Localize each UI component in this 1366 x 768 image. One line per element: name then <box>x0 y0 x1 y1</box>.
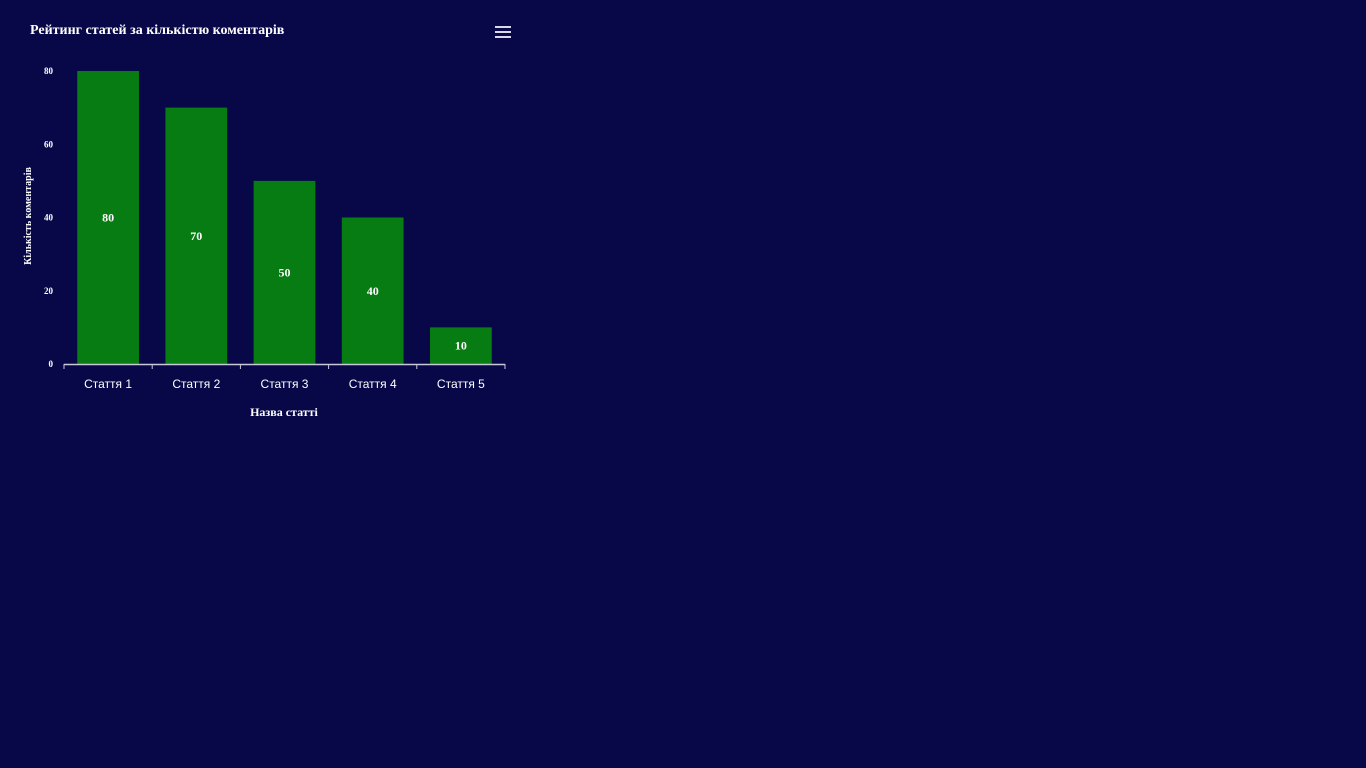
y-tick-label: 20 <box>44 286 54 296</box>
y-tick-label: 0 <box>49 359 54 369</box>
bar-2 <box>165 107 228 364</box>
chart-container: Рейтинг статей за кількістю коментарів 0… <box>0 0 530 440</box>
data-label-4: 40 <box>367 284 379 298</box>
x-axis: Стаття 1 Стаття 2 Стаття 3 Стаття 4 Стаття 5 <box>63 363 506 391</box>
y-tick-label: 60 <box>44 139 54 149</box>
x-tick-label-5: Стаття 5 <box>437 377 485 391</box>
bar-1 <box>77 71 139 364</box>
bar-5 <box>430 327 492 364</box>
y-tick-label: 80 <box>44 66 54 76</box>
x-axis-label: Назва статті <box>250 405 318 419</box>
data-labels-layer: 80 70 50 40 10 <box>102 211 467 353</box>
bar-4 <box>341 217 404 364</box>
hamburger-menu-icon <box>495 26 511 28</box>
y-axis-ticks: 0 20 40 60 80 <box>44 66 54 369</box>
bars-layer <box>77 71 492 364</box>
x-tick-label-3: Стаття 3 <box>261 377 309 391</box>
x-tick-label-2: Стаття 2 <box>172 377 220 391</box>
y-axis-label: Кількість коментарів <box>23 166 34 264</box>
bar-3 <box>253 180 316 364</box>
x-tick-label-1: Стаття 1 <box>84 377 132 391</box>
data-label-5: 10 <box>455 339 467 353</box>
chart-title: Рейтинг статей за кількістю коментарів <box>30 23 285 38</box>
data-label-3: 50 <box>279 265 291 279</box>
data-label-1: 80 <box>102 211 114 225</box>
y-tick-label: 40 <box>44 213 54 223</box>
data-label-2: 70 <box>190 229 202 243</box>
chart-menu-button[interactable] <box>492 22 514 42</box>
x-tick-label-4: Стаття 4 <box>349 377 397 391</box>
